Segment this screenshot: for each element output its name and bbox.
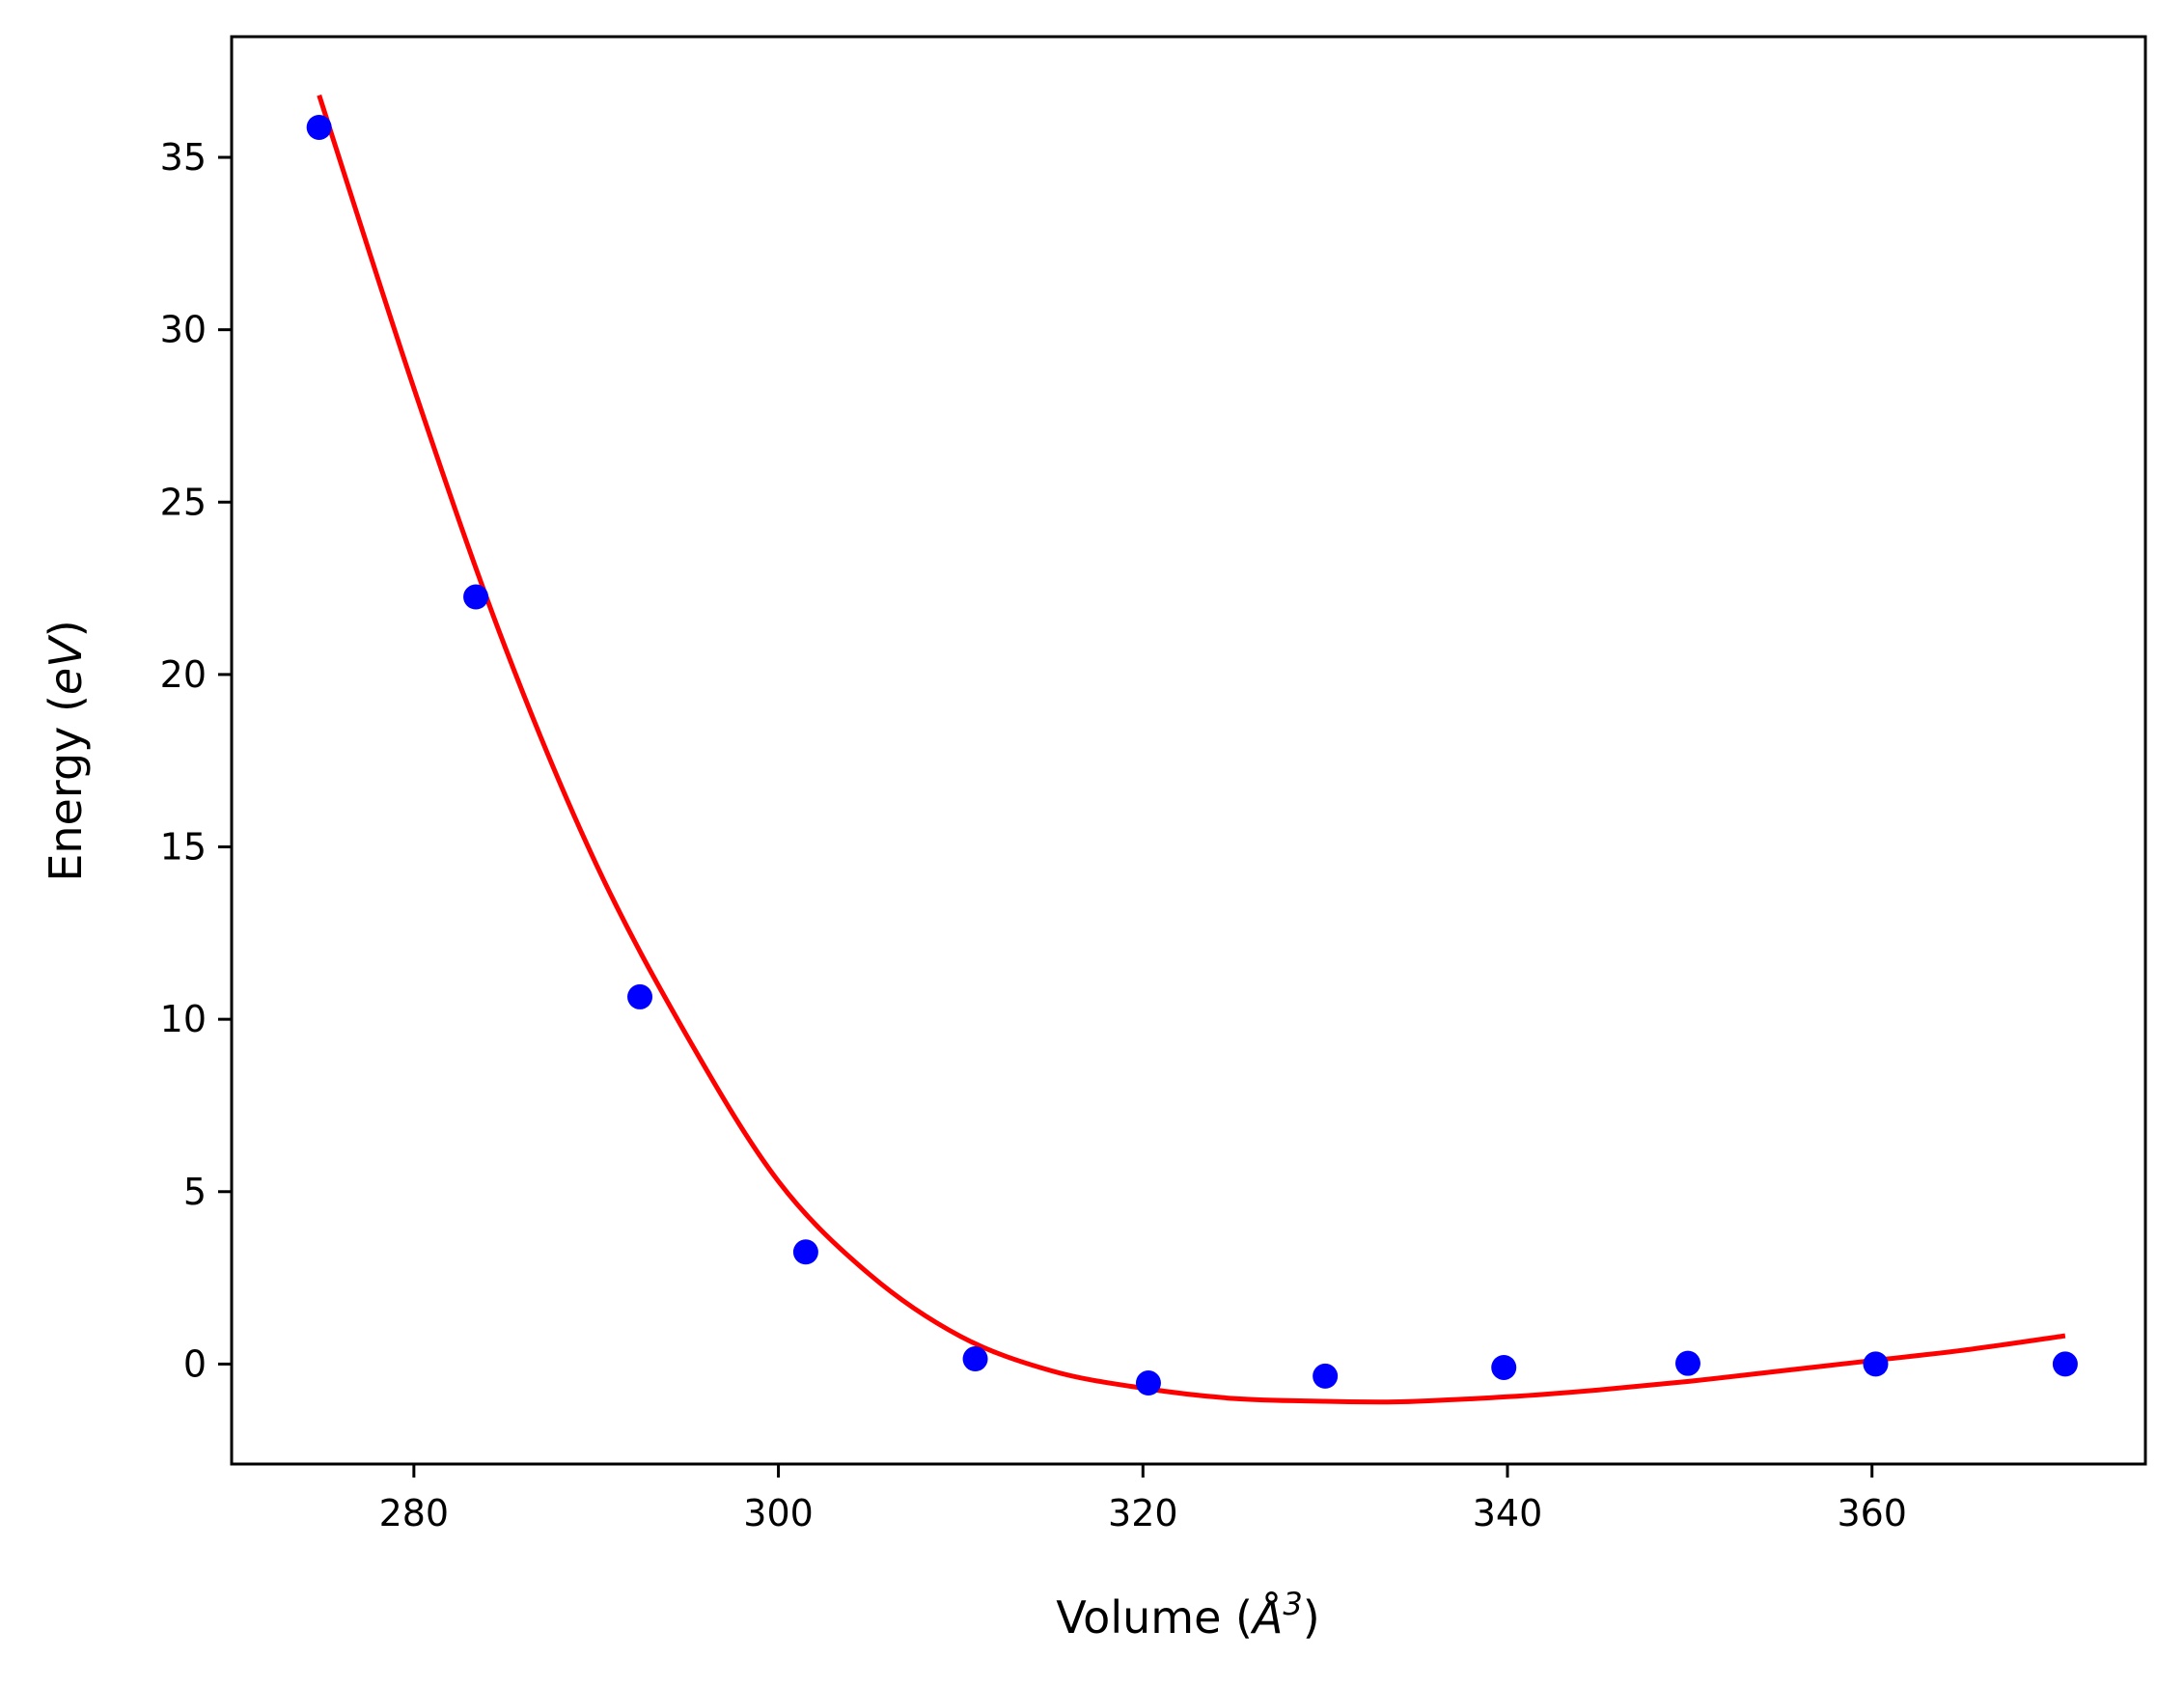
y-axis-label-suffix: )	[40, 620, 92, 637]
y-tick-label: 10	[160, 998, 207, 1040]
data-point	[1491, 1354, 1517, 1380]
data-point	[627, 983, 653, 1009]
data-point	[792, 1239, 818, 1265]
data-point	[2052, 1351, 2078, 1377]
y-axis-label: Energy (eV)	[40, 620, 92, 881]
y-tick-label: 5	[183, 1171, 207, 1213]
y-tick-label: 0	[183, 1342, 207, 1385]
plot-area	[306, 94, 2078, 1405]
data-point	[306, 114, 332, 140]
data-point	[463, 584, 489, 610]
x-axis-label-exponent: 3	[1283, 1586, 1302, 1622]
x-axis: 280 300 320 340 360	[379, 1464, 1907, 1534]
x-axis-label: Volume (Å3)	[1056, 1586, 1319, 1644]
x-tick-label: 280	[379, 1492, 450, 1534]
y-tick-label: 30	[160, 309, 207, 351]
x-tick-label: 360	[1837, 1492, 1907, 1534]
plot-frame	[230, 35, 2147, 1466]
y-axis-label-unit: eV	[40, 634, 92, 695]
x-tick-label: 300	[743, 1492, 814, 1534]
y-tick-label: 15	[160, 826, 207, 869]
x-tick-label: 320	[1108, 1492, 1178, 1534]
data-point	[1313, 1363, 1339, 1389]
y-tick-label: 35	[160, 136, 207, 179]
data-point	[1674, 1350, 1700, 1376]
y-axis: 0 5 10 15 20 25 30 35	[160, 136, 232, 1385]
data-point	[1863, 1351, 1889, 1377]
y-tick-label: 25	[160, 481, 207, 523]
x-axis-label-unit: Å	[1250, 1591, 1283, 1644]
fit-curve-line	[317, 94, 2066, 1405]
data-point	[1135, 1370, 1161, 1396]
data-point	[962, 1346, 988, 1372]
x-axis-label-prefix: Volume (	[1056, 1591, 1253, 1644]
x-axis-label-suffix: )	[1303, 1591, 1320, 1644]
y-tick-label: 20	[160, 653, 207, 696]
y-axis-label-prefix: Energy (	[40, 695, 92, 882]
x-tick-label: 340	[1473, 1492, 1543, 1534]
